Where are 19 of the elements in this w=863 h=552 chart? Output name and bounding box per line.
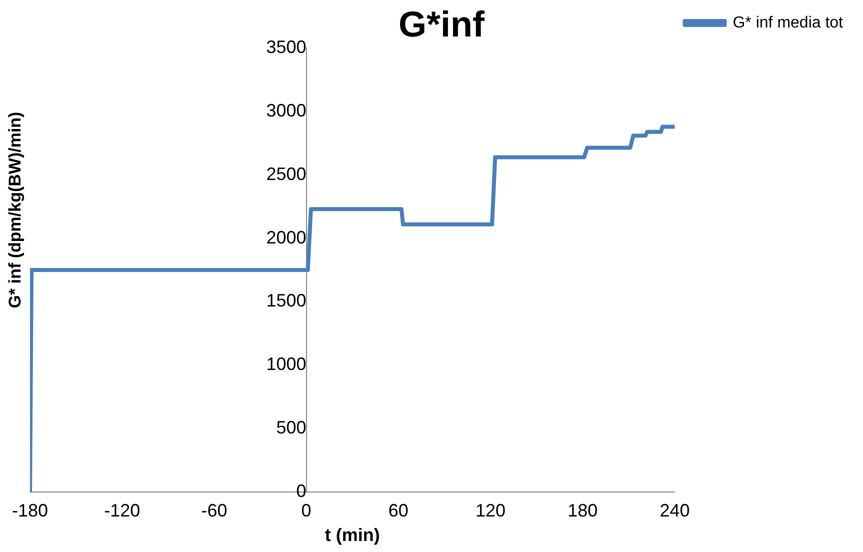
y-tick-label: 500 [276,417,306,438]
chart-title: G*inf [398,4,486,45]
y-tick-label: 3000 [266,100,306,121]
x-tick-label: 240 [660,500,690,521]
legend-label: G* inf media tot [732,14,844,32]
x-tick-label: -120 [104,500,140,521]
x-tick-label: -180 [12,500,48,521]
x-tick-label: 120 [475,500,506,521]
y-tick-label: 3500 [266,37,306,58]
y-tick-label: 0 [296,480,306,501]
y-tick-label: 1500 [266,290,306,311]
x-tick-label: -60 [201,500,228,521]
x-axis-title: t (min) [324,525,380,546]
y-tick-label: 2000 [266,227,306,248]
x-tick-label: 60 [388,500,408,521]
y-axis-title: G* inf (dpm/kg(BW)/min) [6,112,25,308]
y-tick-label: 1000 [266,354,306,374]
y-tick-label: 2500 [266,164,306,184]
x-tick-label: 180 [568,500,598,521]
